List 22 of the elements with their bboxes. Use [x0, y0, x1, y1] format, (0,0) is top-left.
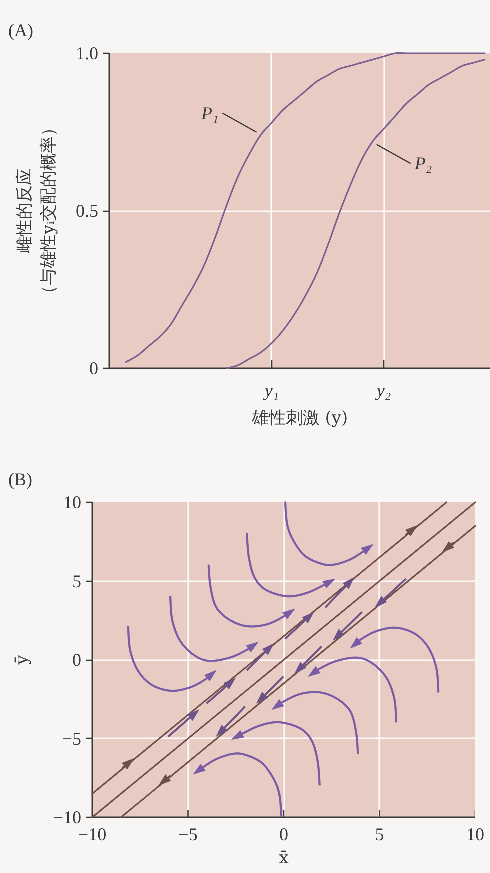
y-tick-label: 0 — [90, 358, 98, 378]
x-axis-title: x̄ — [279, 848, 290, 868]
x-tick-label: 10 — [466, 824, 484, 844]
y-axis-title: 雌性的反应（与雄性yᵢ交配的概率） — [15, 119, 59, 303]
x-tick-label: y₂ — [374, 380, 392, 400]
y-tick-label: 5 — [72, 571, 82, 592]
x-axis-title: 雄性刺激 (y) — [250, 408, 348, 428]
x-tick-label: 0 — [280, 824, 288, 844]
x-tick-label: 5 — [375, 824, 384, 844]
y-tick-label: 1.0 — [76, 44, 98, 64]
y-tick-label: −10 — [53, 808, 82, 828]
chart-title: (B) — [8, 470, 32, 490]
text: P₂ — [414, 154, 432, 174]
y-axis-title: ȳ — [12, 654, 32, 666]
text: P₁ — [200, 103, 219, 124]
y-tick-label: −5 — [62, 728, 82, 749]
chart-title: (A) — [8, 20, 34, 40]
y-tick-label: 0 — [72, 650, 82, 670]
y-tick-label: 0.5 — [76, 201, 98, 221]
y-tick-label: 10 — [64, 492, 82, 512]
x-tick-label: y₁ — [262, 380, 280, 400]
x-tick-label: −5 — [178, 824, 198, 844]
